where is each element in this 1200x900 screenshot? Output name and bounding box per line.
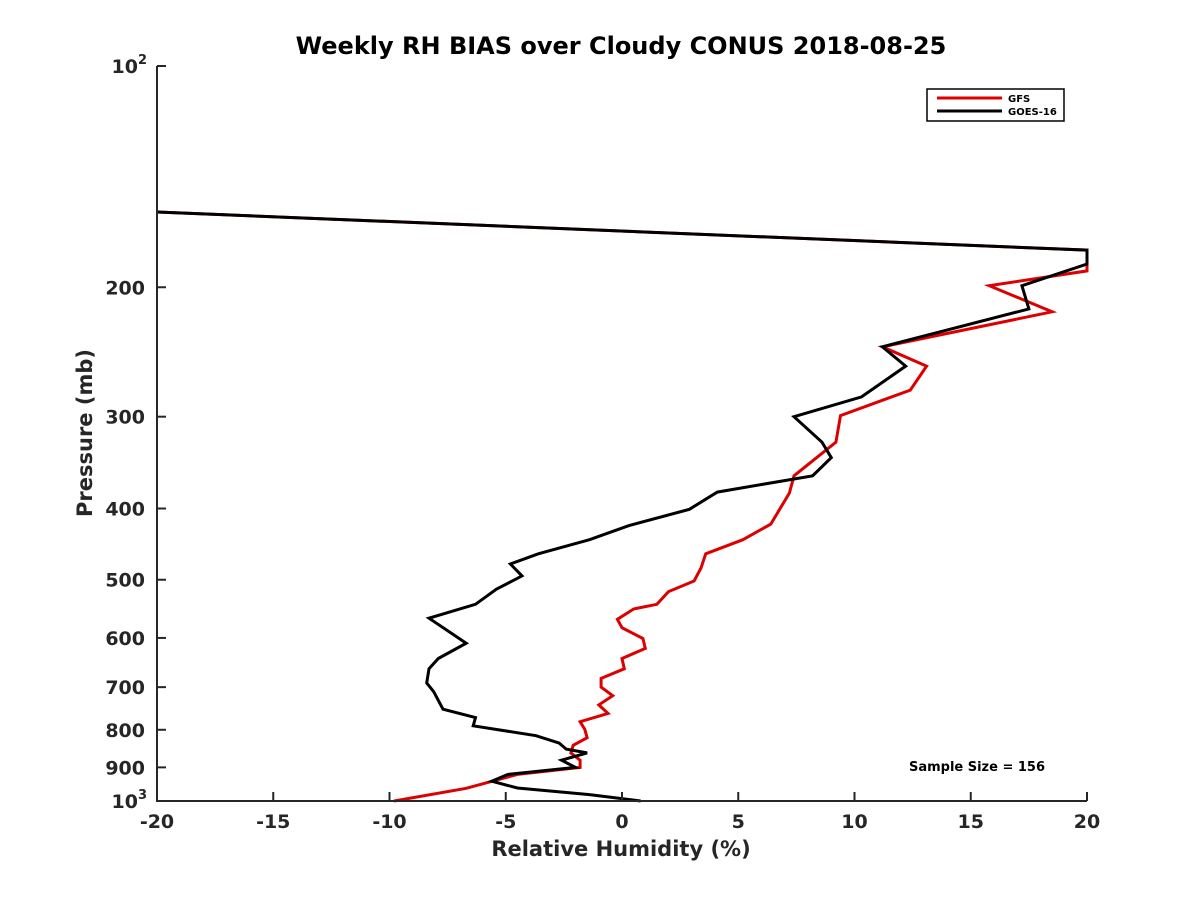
y-tick-label: 103: [112, 788, 148, 813]
y-tick-label: 800: [105, 720, 145, 742]
series-line-goes-16: [156, 210, 1089, 803]
series-layer: [156, 210, 1089, 803]
y-tick-label: 500: [105, 570, 145, 592]
y-tick-label: 600: [105, 628, 145, 650]
legend-label: GOES-16: [1008, 107, 1057, 118]
legend-label: GFS: [1008, 94, 1030, 105]
x-tick-label: 15: [958, 811, 984, 833]
x-ticks: -20 -15 -10 -5 0 5 10 15 20: [140, 792, 1100, 833]
chart-title: Weekly RH BIAS over Cloudy CONUS 2018-08…: [296, 32, 947, 60]
y-tick-label: 900: [105, 757, 145, 779]
y-ticks: 102 200 300 400 500 600 700 800 900 103: [105, 53, 166, 813]
legend-box: [926, 88, 1065, 122]
x-axis-label: Relative Humidity (%): [491, 837, 750, 861]
y-tick-label: 700: [105, 677, 145, 699]
series-line-gfs: [156, 210, 1089, 803]
axes-layer: [156, 66, 1087, 802]
x-tick-label: -20: [140, 811, 174, 833]
y-tick-label: 400: [105, 499, 145, 521]
x-tick-label: 0: [615, 811, 628, 833]
x-tick-label: 10: [841, 811, 867, 833]
x-tick-label: 5: [732, 811, 745, 833]
x-tick-label: -5: [495, 811, 516, 833]
y-tick-label: 102: [112, 53, 148, 78]
y-axis-label: Pressure (mb): [73, 349, 97, 517]
legend: GFS GOES-16: [926, 88, 1065, 122]
sample-size-annotation: Sample Size = 156: [909, 760, 1045, 775]
y-tick-label: 300: [105, 407, 145, 429]
x-tick-label: -15: [256, 811, 290, 833]
x-tick-label: -10: [372, 811, 406, 833]
y-tick-label: 200: [105, 277, 145, 299]
x-tick-label: 20: [1074, 811, 1100, 833]
